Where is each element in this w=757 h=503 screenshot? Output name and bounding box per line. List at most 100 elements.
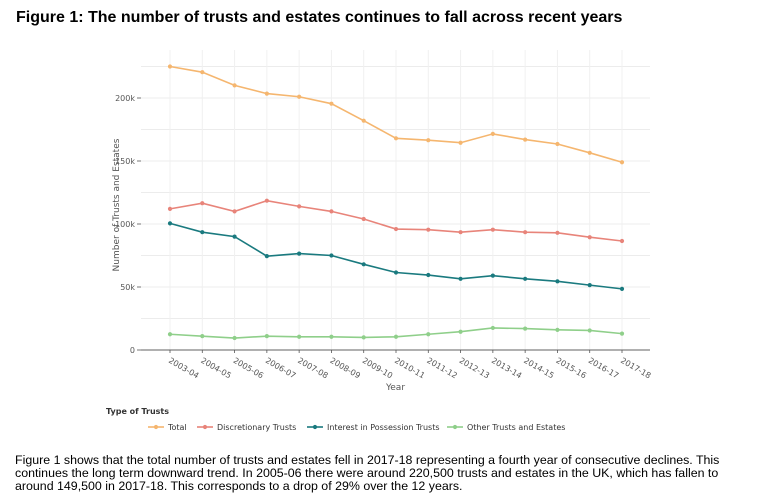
data-point-total <box>587 150 592 155</box>
data-point-total <box>264 91 269 96</box>
y-axis: 0 50k 100k 150k 200k <box>115 94 141 355</box>
x-tick-label: 2003-04 <box>167 356 200 381</box>
legend: Total Discretionary Trusts Interest in Pos… <box>148 423 565 432</box>
data-point-discretionary-trusts <box>200 201 205 206</box>
data-point-total <box>426 138 431 143</box>
data-point-discretionary-trusts <box>167 206 173 211</box>
data-point-total <box>523 137 528 142</box>
data-point-interest-in-possession-trusts <box>200 230 205 235</box>
legend-swatch-point <box>312 424 318 430</box>
data-point-interest-in-possession-trusts <box>393 270 399 275</box>
data-point-discretionary-trusts <box>329 209 334 214</box>
data-point-total <box>458 140 463 145</box>
data-point-other-trusts-and-estates <box>587 328 592 333</box>
data-point-interest-in-possession-trusts <box>329 253 334 258</box>
data-point-discretionary-trusts <box>619 238 625 244</box>
data-point-interest-in-possession-trusts <box>297 251 302 256</box>
x-tick-label: 2005-06 <box>232 356 265 381</box>
x-tick-label: 2012-13 <box>458 356 491 381</box>
data-point-interest-in-possession-trusts <box>167 221 173 226</box>
legend-swatch-point <box>153 424 159 430</box>
data-point-discretionary-trusts <box>555 230 560 235</box>
x-tick-label: 2014-15 <box>522 356 555 381</box>
data-point-total <box>200 70 205 75</box>
data-point-other-trusts-and-estates <box>200 334 205 339</box>
x-tick-label: 2010-11 <box>393 356 426 381</box>
data-point-other-trusts-and-estates <box>264 334 269 339</box>
y-tick-label: 150k <box>115 157 135 166</box>
data-point-discretionary-trusts <box>523 230 528 235</box>
x-tick-label: 2008-09 <box>328 356 361 381</box>
data-point-discretionary-trusts <box>426 227 431 232</box>
data-point-discretionary-trusts <box>361 216 366 222</box>
data-point-other-trusts-and-estates <box>619 331 625 336</box>
gridlines <box>141 50 650 351</box>
legend-swatch-point <box>202 424 208 430</box>
x-axis: 2003-042004-052005-062006-072007-082008-… <box>141 349 652 381</box>
data-point-other-trusts-and-estates <box>458 329 463 334</box>
data-point-interest-in-possession-trusts <box>458 276 463 281</box>
y-tick-label: 200k <box>115 94 135 103</box>
data-point-other-trusts-and-estates <box>232 335 237 341</box>
data-point-total <box>393 136 399 141</box>
x-tick-label: 2007-08 <box>296 356 329 381</box>
data-point-discretionary-trusts <box>458 230 463 235</box>
legend-item-interest-in-possession-trusts: Interest in Possession Trusts <box>307 423 440 432</box>
y-tick-label: 100k <box>115 220 135 229</box>
data-point-other-trusts-and-estates <box>329 334 334 339</box>
figure-caption: Figure 1 shows that the total number of … <box>15 453 720 493</box>
data-point-total <box>167 64 173 69</box>
legend-label: Total <box>167 423 187 432</box>
data-point-interest-in-possession-trusts <box>587 283 592 288</box>
x-tick-label: 2017-18 <box>619 356 652 381</box>
y-axis-title: Number of Trusts and Estates <box>112 138 122 271</box>
legend-label: Discretionary Trusts <box>217 423 296 432</box>
data-point-other-trusts-and-estates <box>555 327 560 332</box>
data-point-total <box>490 131 495 137</box>
data-point-total <box>555 141 560 147</box>
x-tick-label: 2009-10 <box>361 356 394 381</box>
data-point-discretionary-trusts <box>264 198 269 203</box>
data-point-interest-in-possession-trusts <box>264 254 269 259</box>
legend-item-total: Total <box>148 423 187 432</box>
data-point-total <box>297 94 302 99</box>
legend-label: Other Trusts and Estates <box>467 423 565 432</box>
data-point-other-trusts-and-estates <box>361 335 366 340</box>
figure-title: Figure 1: The number of trusts and estat… <box>16 9 623 26</box>
data-point-interest-in-possession-trusts <box>619 286 625 291</box>
legend-item-discretionary-trusts: Discretionary Trusts <box>197 423 296 432</box>
data-point-discretionary-trusts <box>232 209 237 214</box>
data-point-interest-in-possession-trusts <box>361 262 366 267</box>
data-point-total <box>232 83 237 88</box>
data-point-other-trusts-and-estates <box>167 332 173 337</box>
x-tick-label: 2015-16 <box>554 356 587 381</box>
legend-item-other-trusts-and-estates: Other Trusts and Estates <box>447 423 565 432</box>
data-point-other-trusts-and-estates <box>393 334 399 339</box>
data-point-total <box>361 118 366 123</box>
data-point-total <box>329 101 334 106</box>
data-point-interest-in-possession-trusts <box>232 234 237 239</box>
data-point-interest-in-possession-trusts <box>490 273 495 278</box>
x-tick-label: 2013-14 <box>490 356 523 381</box>
x-tick-label: 2004-05 <box>199 356 232 381</box>
series-lines <box>167 64 625 341</box>
data-point-interest-in-possession-trusts <box>555 279 560 284</box>
data-point-discretionary-trusts <box>587 235 592 240</box>
legend-swatch-point <box>452 424 458 430</box>
x-tick-label: 2011-12 <box>425 356 458 381</box>
data-point-other-trusts-and-estates <box>490 325 495 331</box>
data-point-other-trusts-and-estates <box>426 332 431 337</box>
data-point-interest-in-possession-trusts <box>523 276 528 281</box>
x-tick-label: 2016-17 <box>587 356 620 381</box>
data-point-discretionary-trusts <box>393 226 399 232</box>
legend-label: Interest in Possession Trusts <box>327 423 440 432</box>
data-point-discretionary-trusts <box>490 227 495 232</box>
x-axis-title: Year <box>385 383 405 393</box>
legend-title: Type of Trusts <box>106 407 169 416</box>
data-point-total <box>619 160 625 165</box>
data-point-other-trusts-and-estates <box>523 326 528 331</box>
y-tick-label: 50k <box>120 283 135 292</box>
x-tick-label: 2006-07 <box>264 356 297 381</box>
y-tick-label: 0 <box>130 346 135 355</box>
